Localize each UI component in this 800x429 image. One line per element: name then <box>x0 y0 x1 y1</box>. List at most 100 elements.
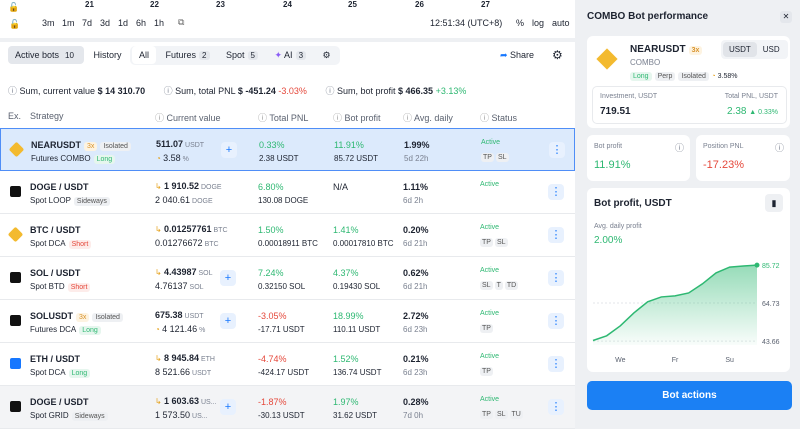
add-funds-button[interactable]: + <box>220 270 236 286</box>
row-menu-button[interactable]: ⋮ <box>548 399 564 415</box>
row-menu-button[interactable]: ⋮ <box>548 313 564 329</box>
axis-date: 23 <box>216 0 225 9</box>
column-header: Ex. <box>8 111 21 121</box>
value-amount: 1 603.63 <box>163 396 199 406</box>
chart-option[interactable]: log <box>532 18 545 28</box>
bot-age: 7d 0h <box>403 411 424 420</box>
timeframe[interactable]: 3d <box>100 18 111 28</box>
value-unit: ETH <box>200 356 215 363</box>
table-row[interactable]: ETH / USDT Spot DCA Long ↳ 8 945.84 ETH 8 521… <box>0 343 575 386</box>
add-funds-button[interactable]: + <box>221 142 237 158</box>
side-tag: Sideways <box>73 197 110 206</box>
value-amount: 8 945.84 <box>163 353 199 363</box>
pair-line: SOLUSDT 3x Isolated <box>30 311 123 322</box>
filter-label: All <box>139 50 150 60</box>
current-value: ↳ 0.01257761 BTC <box>155 224 228 234</box>
filter[interactable]: ✦ AI 3 <box>268 46 314 65</box>
add-funds-button[interactable]: + <box>220 399 236 415</box>
table-row[interactable]: BTC / USDT Spot DCA Short ↳ 0.01257761 BTC 0.… <box>0 214 575 257</box>
value-icon: ◔ <box>156 154 164 163</box>
label: Bot profit <box>594 143 623 150</box>
filter[interactable]: All <box>132 46 157 64</box>
row-menu-button[interactable]: ⋮ <box>549 142 565 158</box>
label: Investment, USDT <box>600 93 658 100</box>
bot-profit: 1.97% <box>333 397 359 407</box>
panel-strategy: COMBO <box>630 58 661 67</box>
filter-count: 2 <box>199 51 210 60</box>
total-pnl: 2.38 ▲ 0.33% <box>727 106 778 117</box>
total-pnl-amount: 0.00018911 BTC <box>258 239 318 248</box>
row-menu-button[interactable]: ⋮ <box>548 356 564 372</box>
value-icon: ◔ <box>155 325 163 334</box>
info-icon: ⓘ <box>403 113 415 123</box>
settings-button[interactable]: ⚙ <box>552 48 563 62</box>
bot-actions-button[interactable]: Bot actions <box>587 381 792 410</box>
bot-profit-amount: 0.19430 SOL <box>333 282 381 291</box>
filter[interactable]: Spot 5 <box>219 46 265 64</box>
filter-settings[interactable]: ⚙ <box>322 50 331 60</box>
total-pnl-amount: 0.32150 SOL <box>258 282 306 291</box>
filter-count: 3 <box>295 51 307 60</box>
clock: 12:51:34 (UTC+8) <box>430 18 503 28</box>
timeframe[interactable]: 3m <box>42 18 55 28</box>
chart-option[interactable]: % <box>516 18 525 28</box>
avg-daily: 1.99% <box>404 140 430 150</box>
pair: NEARUSDT <box>630 44 686 55</box>
tag: 3x <box>84 142 98 151</box>
total-pnl-amount: -30.13 USDT <box>258 411 305 420</box>
x-tick-label: Fr <box>672 357 679 364</box>
value-amount: 0.01257761 <box>163 224 212 234</box>
value-amount: 1 573.50 <box>155 410 191 420</box>
timeframe[interactable]: 7d <box>82 18 93 28</box>
table-row[interactable]: NEARUSDT 3x Isolated Futures COMBO Long 511.0… <box>0 128 575 171</box>
chart-button[interactable]: ▮ <box>765 194 783 212</box>
pair: DOGE / USDT <box>30 182 89 192</box>
share-button[interactable]: ➦ Share <box>500 50 535 60</box>
row-menu-button[interactable]: ⋮ <box>548 227 564 243</box>
currency-option[interactable]: USD <box>762 45 780 54</box>
table-row[interactable]: SOL / USDT Spot BTD Short ↳ 4.43987 SOL 4.761… <box>0 257 575 300</box>
tag: Isolated <box>678 72 709 81</box>
add-funds-button[interactable]: + <box>220 313 236 329</box>
pair: DOGE / USDT <box>30 397 89 407</box>
row-menu-button[interactable]: ⋮ <box>548 184 564 200</box>
value-unit: DOGE <box>200 184 222 191</box>
flag: TU <box>509 410 523 419</box>
timeframe[interactable]: 1h <box>154 18 165 28</box>
timeframe[interactable]: 1d <box>118 18 129 28</box>
total-pnl: -1.87% <box>258 397 287 407</box>
total-pnl: 6.80% <box>258 182 284 192</box>
current-value: 4.76137 SOL <box>155 281 204 291</box>
close-button[interactable]: ✕ <box>780 11 792 23</box>
chart-option[interactable]: auto <box>552 18 570 28</box>
total-pnl: -3.05% <box>258 311 287 321</box>
value-amount: 4.43987 <box>163 267 197 277</box>
strategy: Spot LOOP <box>30 196 71 205</box>
x-tick-label: We <box>615 357 625 364</box>
info-icon: ⓘ <box>333 113 345 123</box>
flag: TP <box>481 153 494 162</box>
row-menu-button[interactable]: ⋮ <box>548 270 564 286</box>
value-amount: 1 910.52 <box>163 181 199 191</box>
current-value: ↳ 1 910.52 DOGE <box>155 181 222 191</box>
share-label: Share <box>510 50 535 60</box>
strategy: Spot BTD <box>30 282 65 291</box>
bot-profit-amount: 31.62 USDT <box>333 411 378 420</box>
status: Active <box>480 310 500 317</box>
bot-profit-amount: 0.00017810 BTC <box>333 239 394 248</box>
currency-option[interactable]: USDT <box>723 42 757 57</box>
timeframe[interactable]: 1m <box>62 18 75 28</box>
tab[interactable]: History <box>86 46 128 64</box>
axis-date: 25 <box>348 0 357 9</box>
column-header: ⓘ Status <box>480 111 517 124</box>
filter[interactable]: Futures 2 <box>159 46 217 64</box>
axis-date: 24 <box>283 0 292 9</box>
timeframe[interactable]: 6h <box>136 18 147 28</box>
current-value: 2 040.61 DOGE <box>155 195 213 205</box>
total-pnl-amount: 130.08 DOGE <box>258 196 309 205</box>
table-row[interactable]: DOGE / USDT Spot LOOP Sideways ↳ 1 910.52 DO… <box>0 171 575 214</box>
table-row[interactable]: SOLUSDT 3x Isolated Futures DCA Long 675.38 US… <box>0 300 575 343</box>
tab[interactable]: Active bots 10 <box>8 46 84 64</box>
table-row[interactable]: DOGE / USDT Spot GRID Sideways ↳ 1 603.63 US… <box>0 386 575 429</box>
